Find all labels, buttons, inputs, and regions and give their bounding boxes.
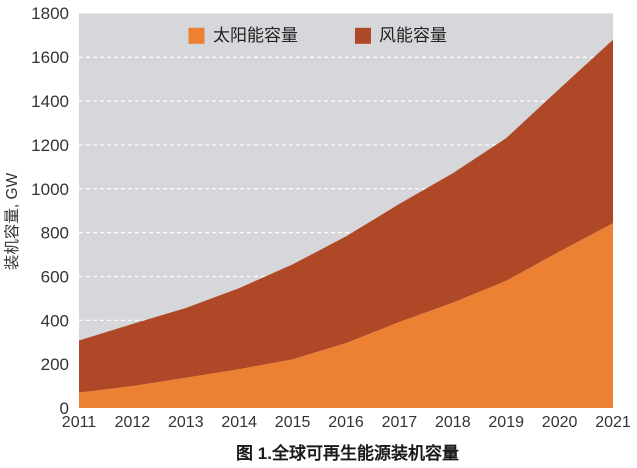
svg-text:1400: 1400 [31, 92, 69, 111]
svg-text:1800: 1800 [31, 4, 69, 23]
svg-text:风能容量: 风能容量 [379, 26, 447, 45]
svg-text:2021: 2021 [595, 414, 631, 431]
svg-text:2011: 2011 [62, 414, 97, 431]
svg-text:200: 200 [41, 355, 69, 374]
svg-text:400: 400 [41, 311, 69, 330]
svg-text:2018: 2018 [435, 414, 471, 431]
svg-text:装机容量, GW: 装机容量, GW [3, 172, 21, 270]
svg-text:2020: 2020 [542, 414, 578, 431]
svg-text:2013: 2013 [168, 414, 204, 431]
svg-text:2015: 2015 [275, 414, 311, 431]
svg-text:2019: 2019 [488, 414, 524, 431]
svg-text:2016: 2016 [328, 414, 364, 431]
svg-text:800: 800 [41, 224, 69, 243]
svg-text:600: 600 [41, 268, 69, 287]
svg-text:1600: 1600 [31, 48, 69, 67]
svg-text:1200: 1200 [31, 136, 69, 155]
svg-text:2017: 2017 [382, 414, 418, 431]
svg-text:1000: 1000 [31, 180, 69, 199]
svg-text:太阳能容量: 太阳能容量 [213, 26, 298, 45]
svg-text:图 1.全球可再生能源装机容量: 图 1.全球可再生能源装机容量 [236, 443, 459, 463]
svg-text:2012: 2012 [115, 414, 151, 431]
svg-text:2014: 2014 [221, 414, 257, 431]
